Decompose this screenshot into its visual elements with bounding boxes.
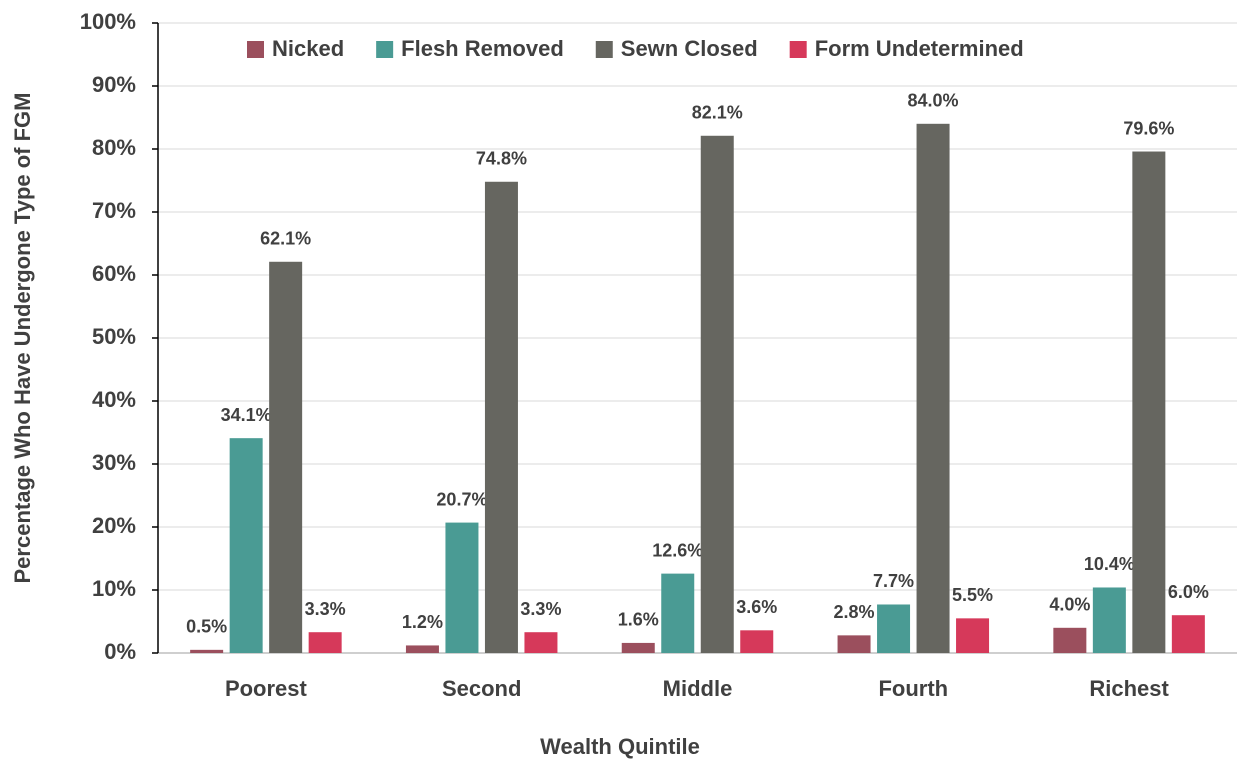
legend-label: Nicked	[272, 36, 344, 61]
legend-label: Flesh Removed	[401, 36, 564, 61]
y-tick-label: 70%	[92, 198, 136, 223]
data-label: 6.0%	[1168, 582, 1209, 602]
bar	[1132, 151, 1166, 653]
data-label: 3.3%	[520, 599, 561, 619]
bar	[1092, 587, 1126, 653]
y-axis-label: Percentage Who Have Undergone Type of FG…	[10, 93, 35, 584]
x-axis-label: Wealth Quintile	[540, 734, 700, 759]
y-tick-label: 0%	[104, 639, 136, 664]
bar	[916, 123, 950, 654]
x-tick-label: Richest	[1089, 676, 1169, 701]
data-label: 7.7%	[873, 571, 914, 591]
data-label: 20.7%	[436, 489, 487, 509]
legend-swatch	[376, 41, 394, 58]
data-label: 12.6%	[652, 540, 703, 560]
bar	[190, 649, 224, 653]
y-tick-label: 20%	[92, 513, 136, 538]
bar	[308, 632, 342, 653]
bar	[700, 135, 734, 653]
bar	[837, 635, 871, 653]
y-tick-label: 90%	[92, 72, 136, 97]
data-label: 0.5%	[186, 617, 227, 637]
data-label: 1.2%	[402, 612, 443, 632]
bar	[524, 632, 558, 653]
data-label: 3.6%	[736, 597, 777, 617]
legend-swatch	[789, 41, 807, 58]
y-tick-label: 60%	[92, 261, 136, 286]
data-label: 79.6%	[1123, 118, 1174, 138]
data-label: 3.3%	[305, 599, 346, 619]
bar	[740, 630, 774, 653]
y-tick-label: 50%	[92, 324, 136, 349]
bar	[621, 642, 655, 653]
bar	[956, 618, 990, 653]
y-tick-label: 10%	[92, 576, 136, 601]
x-tick-label: Second	[442, 676, 521, 701]
legend-label: Form Undetermined	[815, 36, 1024, 61]
bar	[229, 438, 263, 653]
x-tick-label: Fourth	[878, 676, 948, 701]
bar	[661, 573, 695, 653]
data-label: 10.4%	[1084, 554, 1135, 574]
y-tick-label: 40%	[92, 387, 136, 412]
data-label: 34.1%	[221, 405, 272, 425]
bar	[269, 261, 303, 653]
data-label: 84.0%	[908, 91, 959, 111]
legend-swatch	[595, 41, 613, 58]
data-label: 62.1%	[260, 229, 311, 249]
bar	[484, 181, 518, 653]
data-label: 2.8%	[834, 602, 875, 622]
x-tick-label: Middle	[663, 676, 733, 701]
y-tick-label: 80%	[92, 135, 136, 160]
y-tick-label: 30%	[92, 450, 136, 475]
bar	[445, 522, 479, 653]
legend-label: Sewn Closed	[621, 36, 758, 61]
legend-swatch	[247, 41, 264, 58]
data-label: 82.1%	[692, 103, 743, 123]
data-label: 1.6%	[618, 610, 659, 630]
y-tick-label: 100%	[80, 9, 136, 34]
bar	[1053, 627, 1087, 653]
data-label: 74.8%	[476, 149, 527, 169]
bar	[1171, 615, 1205, 653]
bar	[405, 645, 439, 653]
data-label: 5.5%	[952, 585, 993, 605]
bar	[877, 604, 911, 653]
x-tick-label: Poorest	[225, 676, 308, 701]
data-label: 4.0%	[1049, 595, 1090, 615]
